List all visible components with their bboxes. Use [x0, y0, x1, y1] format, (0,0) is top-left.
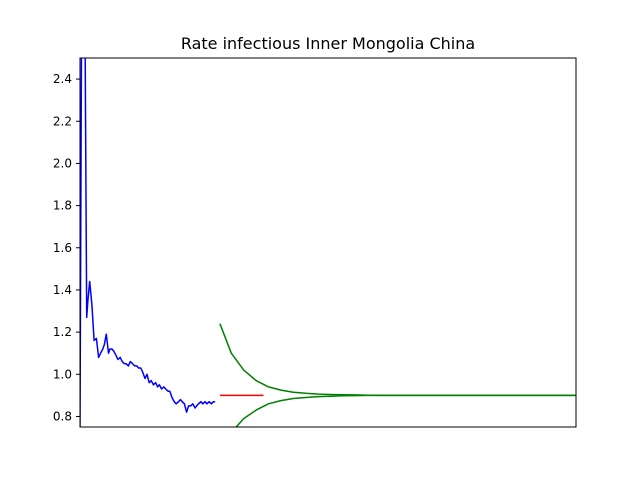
y-tick-label: 2.4 [53, 72, 72, 86]
plot-frame [79, 57, 577, 428]
plot-area [80, 58, 576, 427]
y-tick-label: 0.8 [53, 409, 72, 423]
y-tick-label: 1.4 [53, 283, 72, 297]
y-tick-label: 1.8 [53, 199, 72, 213]
series-line-4 [235, 394, 576, 427]
y-tick-label: 2.2 [53, 114, 72, 128]
y-axis: 0.8 1.0 1.2 1.4 1.6 1.8 2.0 2.2 2.4 [53, 72, 80, 423]
y-tick-label: 1.2 [53, 325, 72, 339]
y-tick-label: 2.0 [53, 156, 72, 170]
chart-title: Rate infectious Inner Mongolia China [181, 34, 475, 53]
series-layer [80, 58, 576, 427]
y-tick-label: 1.0 [53, 367, 72, 381]
series-line-1 [80, 58, 216, 427]
y-tick-label: 1.6 [53, 241, 72, 255]
